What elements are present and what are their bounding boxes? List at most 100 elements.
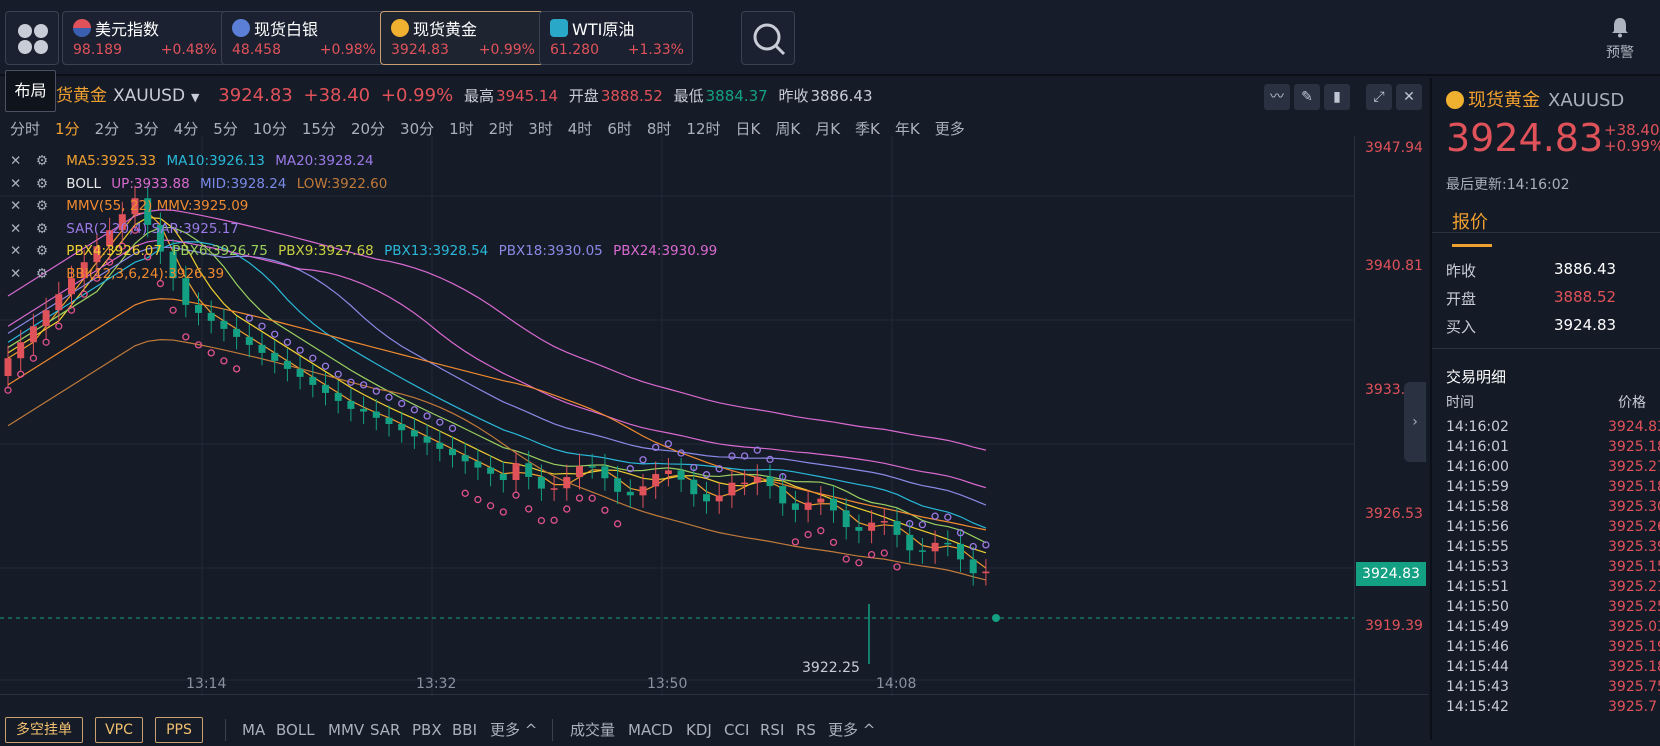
alert-button[interactable]: 预警 [1595, 16, 1645, 62]
candle[interactable] [17, 342, 25, 359]
layout-button[interactable]: 布局 [5, 70, 56, 112]
ticker-usd-index[interactable]: 美元指数 98.189 +0.48% [62, 11, 226, 65]
candle[interactable] [601, 466, 609, 479]
candle[interactable] [969, 559, 977, 574]
period-14[interactable]: 6时 [607, 120, 632, 138]
candle[interactable] [55, 294, 63, 311]
candle[interactable] [474, 461, 482, 468]
candle[interactable] [766, 476, 774, 487]
period-4[interactable]: 4分 [173, 120, 199, 138]
period-18[interactable]: 周K [775, 120, 801, 138]
long-short-orders-button[interactable]: 多空挂单 [5, 717, 83, 743]
remove-indicator-icon[interactable]: ✕ [10, 220, 22, 237]
remove-indicator-icon[interactable]: ✕ [10, 153, 22, 169]
candle[interactable] [880, 521, 888, 523]
candle[interactable] [410, 430, 418, 437]
period-2[interactable]: 2分 [94, 120, 120, 138]
indicator-main_ind-4[interactable]: PBX [412, 721, 442, 739]
candle[interactable] [626, 491, 634, 496]
period-12[interactable]: 3时 [528, 120, 553, 138]
period-7[interactable]: 15分 [301, 120, 336, 138]
candle[interactable] [4, 358, 12, 376]
candle[interactable] [398, 424, 406, 431]
indicator-main_ind-2[interactable]: MMV [328, 721, 365, 739]
candle[interactable] [842, 510, 850, 528]
settings-gear-icon[interactable]: ⚙ [36, 243, 49, 259]
candle[interactable] [499, 473, 507, 480]
period-11[interactable]: 2时 [488, 120, 514, 138]
remove-indicator-icon[interactable]: ✕ [10, 198, 22, 214]
candle[interactable] [639, 486, 647, 496]
candle[interactable] [245, 336, 253, 345]
candle[interactable] [271, 352, 279, 361]
candle[interactable] [614, 478, 622, 492]
period-0[interactable]: 分时 [10, 120, 41, 138]
period-20[interactable]: 季K [855, 120, 880, 138]
indicator-sub_ind-2[interactable]: KDJ [686, 721, 712, 739]
candle[interactable] [550, 488, 558, 490]
settings-gear-icon[interactable]: ⚙ [36, 265, 49, 282]
candle[interactable] [944, 542, 952, 545]
settings-gear-icon[interactable]: ⚙ [36, 220, 49, 237]
candle[interactable] [93, 246, 101, 263]
candle[interactable] [182, 278, 190, 305]
candle[interactable] [449, 448, 456, 456]
candle[interactable] [931, 542, 939, 552]
candle[interactable] [334, 392, 342, 401]
ticker-gold[interactable]: 现货黄金 3924.83 +0.99% [380, 11, 544, 65]
settings-gear-icon[interactable]: ⚙ [36, 153, 49, 169]
candle[interactable] [677, 470, 685, 480]
remove-indicator-icon[interactable]: ✕ [10, 243, 22, 259]
indicator-main_ind-0[interactable]: MA [242, 721, 266, 739]
candle[interactable] [957, 543, 964, 560]
candle[interactable] [779, 486, 787, 504]
candle[interactable] [233, 328, 241, 337]
period-19[interactable]: 月K [815, 120, 841, 138]
period-1[interactable]: 1分 [55, 120, 80, 138]
indicator-main_ind-1[interactable]: BOLL [276, 721, 315, 739]
symbol-dropdown-icon[interactable]: ▼ [191, 91, 200, 104]
period-9[interactable]: 30分 [400, 120, 435, 138]
indicator-sub_ind-3[interactable]: CCI [724, 721, 750, 739]
settings-gear-icon[interactable]: ⚙ [36, 175, 49, 192]
candle[interactable] [322, 384, 329, 393]
candle[interactable] [156, 224, 164, 252]
indicator-main_ind-5[interactable]: BBI [452, 721, 478, 739]
candle[interactable] [106, 230, 114, 247]
candle[interactable] [804, 502, 812, 510]
candle[interactable] [436, 442, 444, 449]
period-21[interactable]: 年K [894, 120, 920, 138]
candle[interactable] [690, 479, 698, 495]
draw-tool-button[interactable]: ✎ [1294, 84, 1320, 110]
period-6[interactable]: 10分 [252, 120, 287, 138]
indicator-sub_ind-6[interactable]: 更多 ^ [828, 721, 876, 739]
expand-side-panel-button[interactable]: › [1404, 382, 1426, 462]
candle[interactable] [715, 495, 723, 502]
indicator-sub_ind-0[interactable]: 成交量 [570, 721, 616, 739]
search-button[interactable] [741, 11, 795, 65]
ticker-silver[interactable]: 现货白银 48.458 +0.98% [221, 11, 385, 65]
period-3[interactable]: 3分 [134, 120, 159, 138]
candle[interactable] [347, 400, 355, 409]
candle[interactable] [80, 262, 88, 279]
candle[interactable] [360, 408, 368, 412]
period-15[interactable]: 8时 [646, 120, 672, 138]
apps-menu-button[interactable] [5, 11, 59, 65]
instrument-symbol[interactable]: XAUUSD [113, 86, 186, 106]
period-22[interactable]: 更多 [934, 120, 965, 138]
candle[interactable] [868, 522, 876, 531]
candle[interactable] [753, 476, 761, 483]
candle[interactable] [372, 411, 380, 418]
period-13[interactable]: 4时 [567, 120, 593, 138]
candle[interactable] [652, 474, 660, 487]
candle[interactable] [296, 368, 304, 377]
candle[interactable] [461, 455, 469, 462]
ticker-wti-oil[interactable]: WTI原油 61.280 +1.33% [539, 11, 693, 65]
candle[interactable] [512, 463, 520, 480]
candlestick-chart[interactable]: 3922.25 [0, 136, 1354, 696]
candle[interactable] [525, 463, 533, 477]
candle[interactable] [703, 494, 710, 502]
candle[interactable] [423, 436, 431, 443]
candle[interactable] [220, 320, 228, 329]
candle[interactable] [918, 550, 926, 552]
